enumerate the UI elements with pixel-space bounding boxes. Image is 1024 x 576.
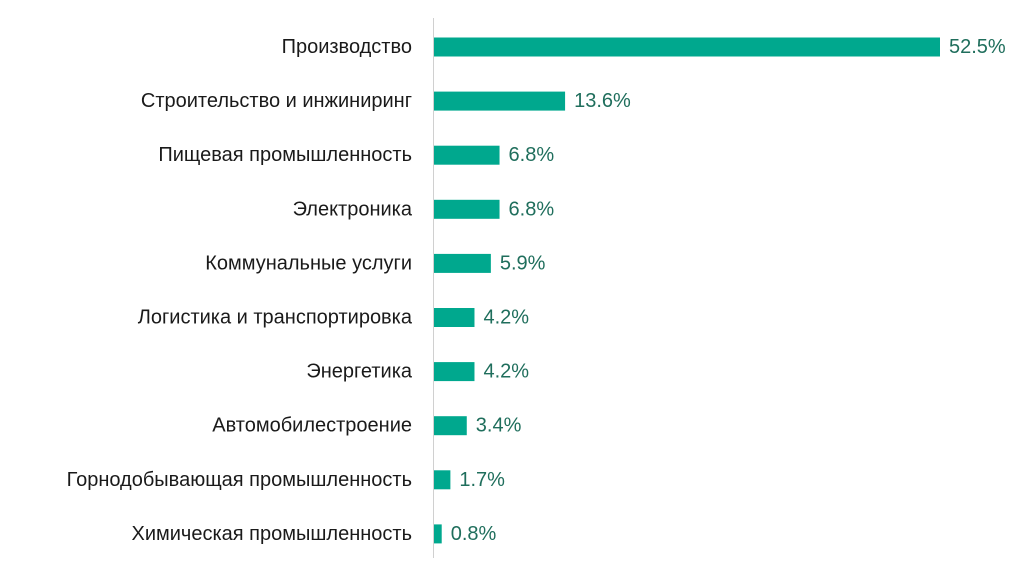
value-label: 52.5% xyxy=(949,36,1006,58)
bar xyxy=(434,37,940,57)
category-label: Горнодобывающая промышленность xyxy=(67,469,412,491)
category-label: Автомобилестроение xyxy=(212,415,412,437)
bar xyxy=(434,199,500,219)
value-label: 4.2% xyxy=(483,307,529,329)
bars-group: Производство 52.5% Строительство и инжинир… xyxy=(67,36,1006,545)
value-label: 1.7% xyxy=(459,469,505,491)
bar xyxy=(434,91,566,111)
value-label: 4.2% xyxy=(483,361,529,383)
category-label: Электроника xyxy=(293,198,413,220)
category-label: Строительство и инжиниринг xyxy=(141,90,412,112)
value-label: 3.4% xyxy=(476,415,522,437)
bar xyxy=(434,470,451,490)
category-label: Химическая промышленность xyxy=(131,523,412,545)
category-label: Логистика и транспортировка xyxy=(138,307,413,329)
value-label: 6.8% xyxy=(509,198,555,220)
value-label: 6.8% xyxy=(509,144,555,166)
category-label: Производство xyxy=(282,36,412,58)
bar xyxy=(434,416,467,436)
bar xyxy=(434,524,442,544)
bar xyxy=(434,362,475,382)
value-label: 13.6% xyxy=(574,90,631,112)
value-label: 5.9% xyxy=(500,252,546,274)
category-label: Коммунальные услуги xyxy=(205,252,412,274)
value-label: 0.8% xyxy=(451,523,497,545)
category-label: Энергетика xyxy=(306,361,413,383)
category-label: Пищевая промышленность xyxy=(158,144,412,166)
bar xyxy=(434,145,500,165)
bar xyxy=(434,253,491,273)
bar xyxy=(434,308,475,327)
